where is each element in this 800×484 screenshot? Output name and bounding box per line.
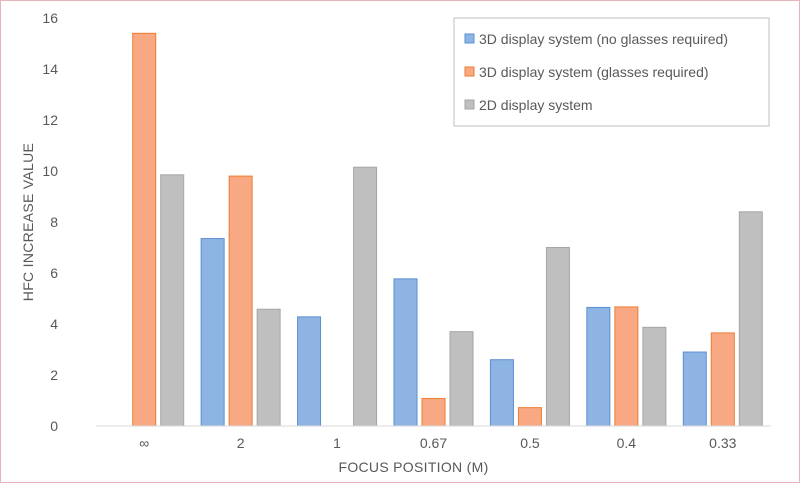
bar-1-3: [393, 278, 418, 427]
x-tick-label: 0.4: [617, 435, 637, 451]
bar-3-6: [738, 211, 763, 427]
y-tick-label: 10: [42, 163, 58, 179]
bar-2-1: [228, 175, 253, 427]
y-tick-label: 8: [50, 214, 58, 230]
y-axis-title: HFC INCREASE VALUE: [20, 143, 36, 301]
x-axis-ticks: ∞ 2 1 0.67 0.5 0.4 0.33: [139, 435, 736, 451]
bar-2-4: [517, 407, 542, 427]
y-tick-label: 6: [50, 265, 58, 281]
y-tick-label: 2: [50, 367, 58, 383]
legend-label: 3D display system (glasses required): [479, 64, 709, 80]
bar-2-0: [132, 32, 157, 427]
bar-1-4: [489, 359, 514, 427]
x-axis-title: FOCUS POSITION (M): [338, 459, 488, 475]
x-tick-label: ∞: [139, 435, 149, 451]
bar-1-1: [200, 238, 225, 427]
y-tick-label: 0: [50, 418, 58, 434]
y-tick-label: 4: [50, 316, 58, 332]
bar-1-5: [586, 306, 611, 427]
x-tick-label: 1: [333, 435, 341, 451]
bar-3-5: [642, 326, 667, 427]
bar-1-6: [682, 351, 707, 427]
y-tick-label: 16: [42, 10, 58, 26]
legend-label: 3D display system (no glasses required): [479, 31, 728, 47]
bar-3-3: [449, 331, 474, 427]
bar-1-2: [297, 316, 322, 427]
bar-2-3: [421, 397, 446, 427]
x-tick-label: 0.33: [709, 435, 736, 451]
legend-swatch: [464, 99, 475, 110]
y-axis-ticks: 0 2 4 6 8 10 12 14 16: [42, 10, 58, 434]
x-tick-label: 0.5: [520, 435, 540, 451]
bar-2-5: [614, 306, 639, 427]
legend-swatch: [464, 33, 475, 44]
legend-box: [453, 17, 770, 127]
bar-3-4: [545, 247, 570, 427]
legend-swatch: [464, 66, 475, 77]
bar-3-2: [353, 166, 378, 427]
bar-3-0: [160, 174, 185, 427]
y-tick-label: 14: [42, 61, 58, 77]
bar-2-6: [710, 332, 735, 427]
y-tick-label: 12: [42, 112, 58, 128]
x-tick-label: 0.67: [420, 435, 447, 451]
legend-label: 2D display system: [479, 97, 593, 113]
bar-3-1: [256, 308, 281, 427]
legend: 3D display system (no glasses required) 3…: [453, 17, 770, 127]
x-tick-label: 2: [237, 435, 245, 451]
